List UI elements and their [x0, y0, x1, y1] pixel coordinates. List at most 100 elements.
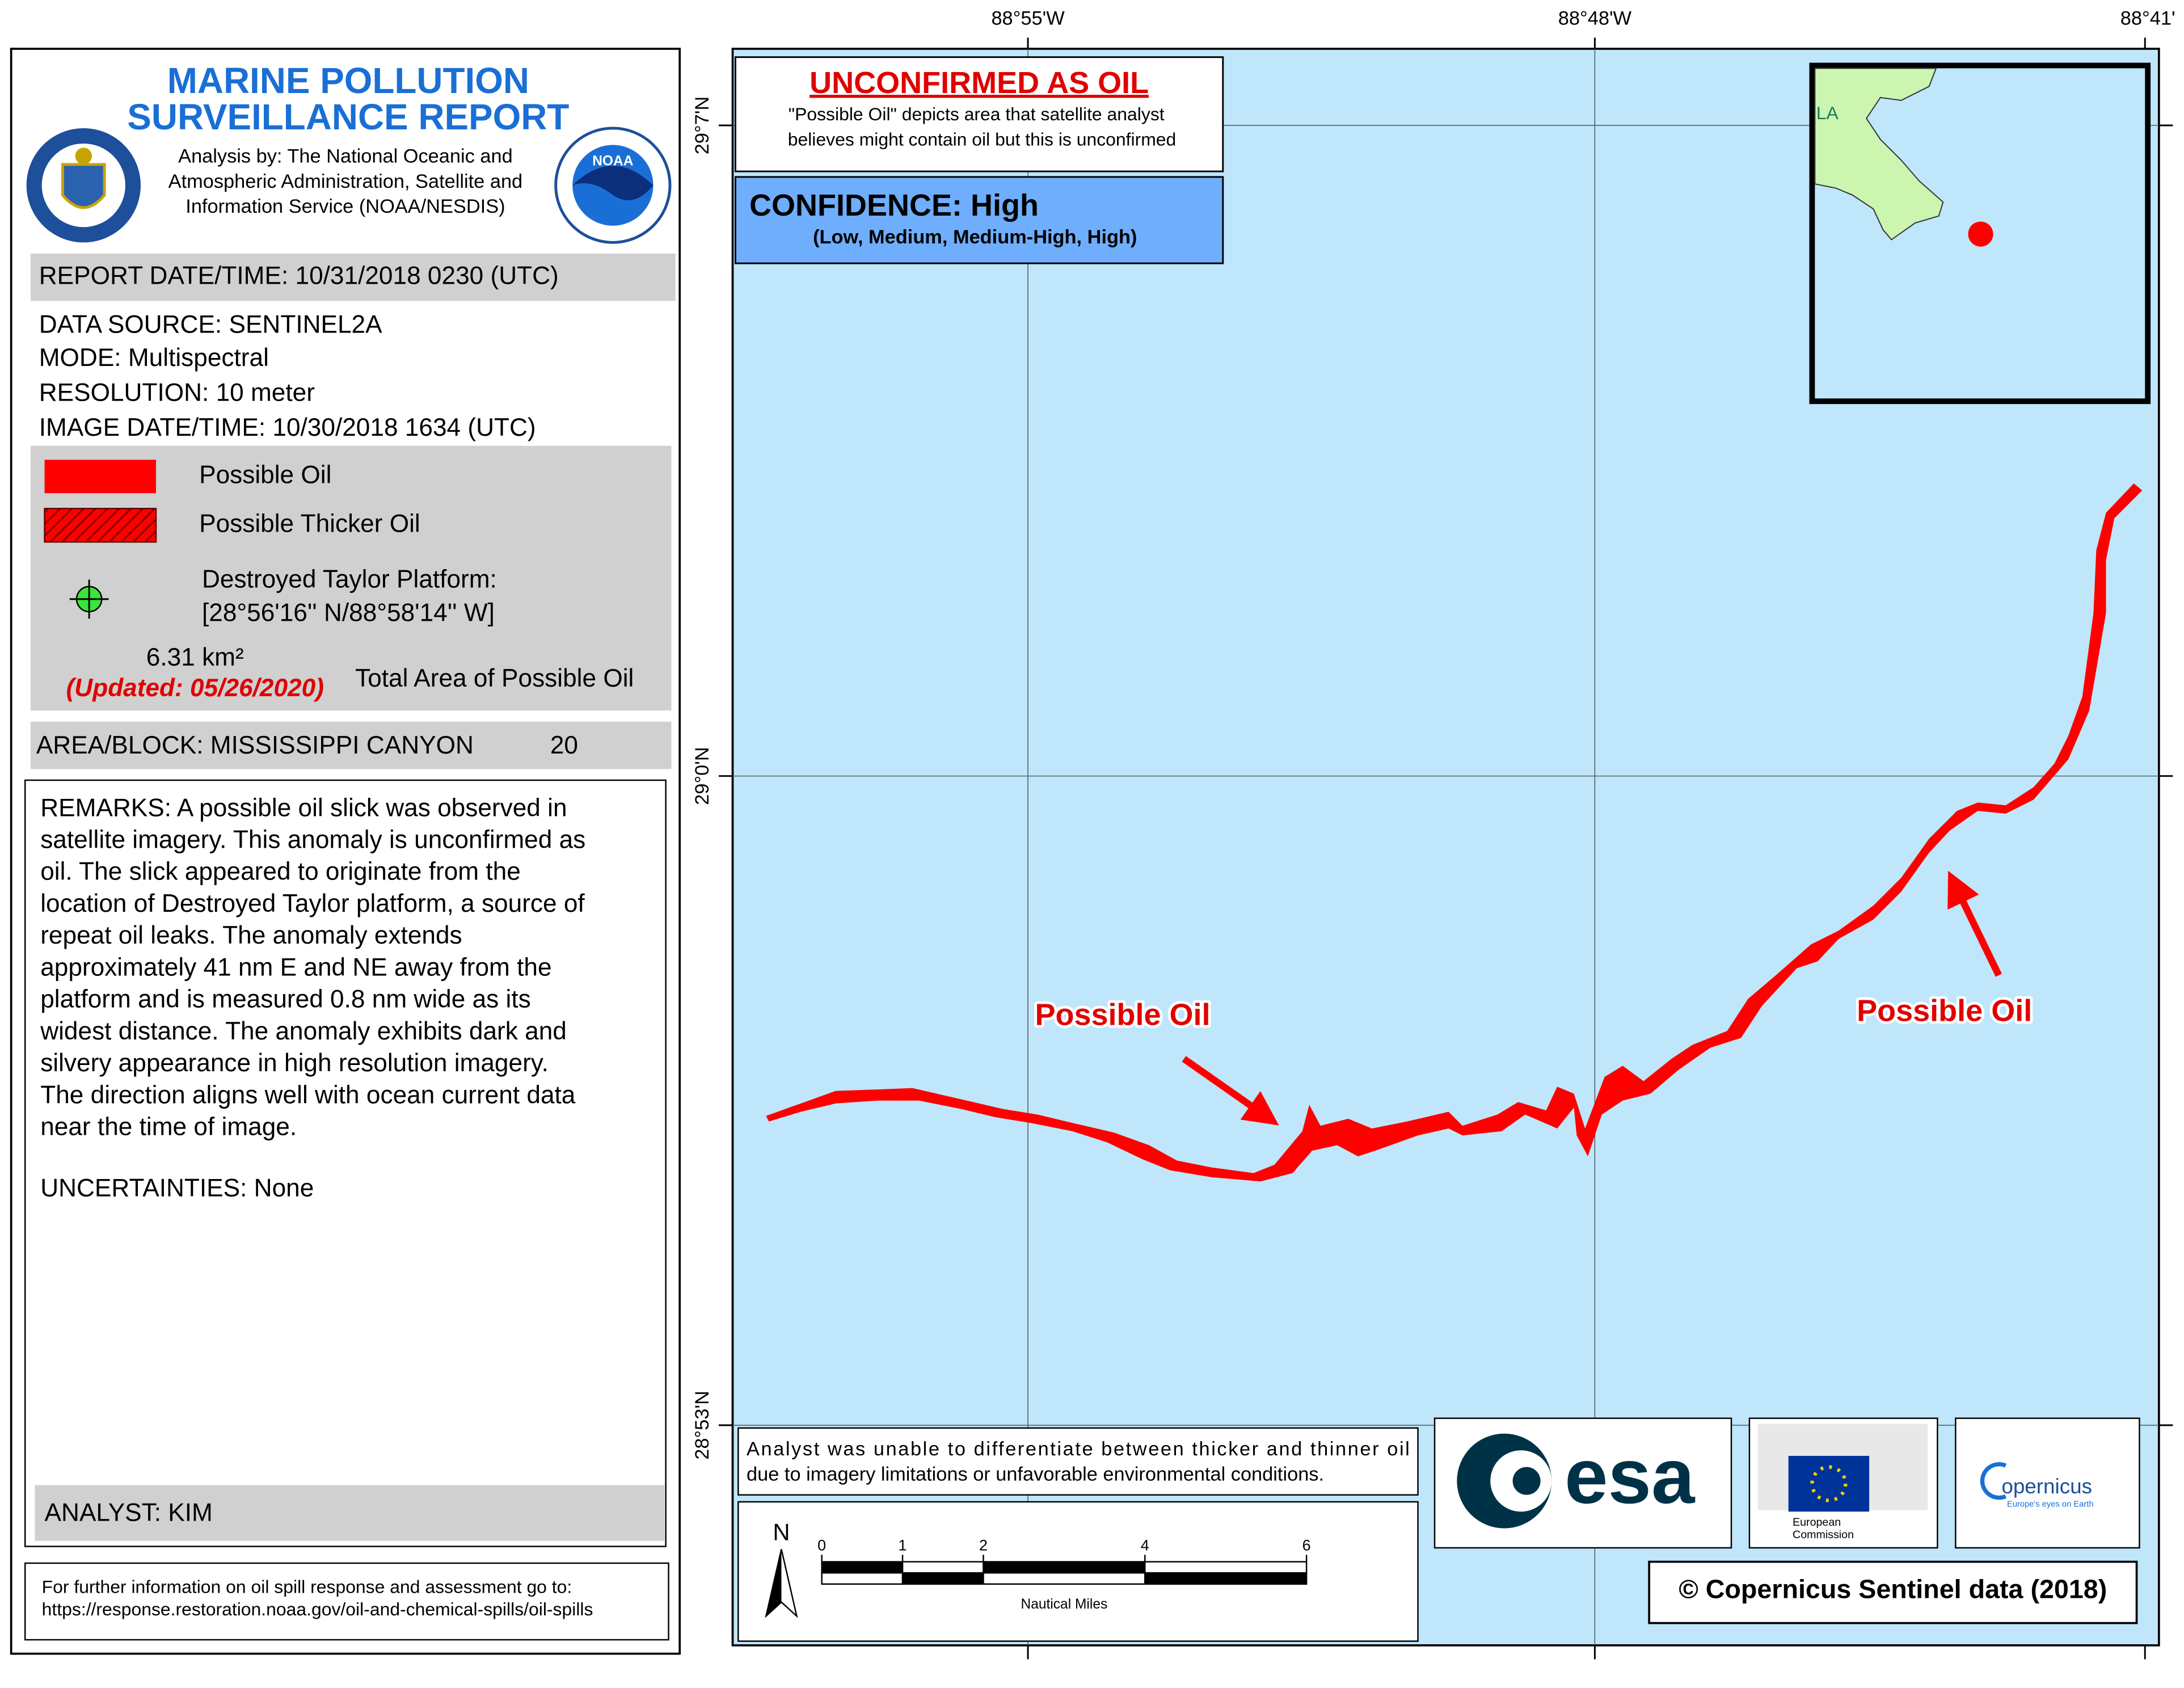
eu-stars [1810, 1465, 1848, 1502]
uncertainties: UNCERTAINTIES: None [40, 1175, 314, 1202]
remarks: REMARKS: A possible oil slick was observ… [40, 794, 585, 1140]
unconfirmed-text: believes might contain oil but this is u… [788, 129, 1177, 149]
remarks-line: approximately 41 nm E and NE away from t… [40, 953, 551, 981]
legend-swatch-oil [44, 460, 156, 494]
lat-label: 28°53'N [692, 1391, 713, 1460]
annotation: Possible Oil [1035, 998, 1210, 1032]
disclaimer-text: due to imagery limitations or unfavorabl… [747, 1463, 1324, 1485]
analysis-text: Analysis by: The National Oceanic and [178, 146, 513, 167]
area-value: 6.31 km² [146, 643, 244, 671]
copernicus-tagline: Europe's eyes on Earth [2007, 1500, 2094, 1509]
copernicus-mark [1980, 1462, 2007, 1500]
inset-location [1968, 221, 1993, 247]
detail-line: DATA SOURCE: SENTINEL2A [39, 310, 382, 338]
legend-label: Possible Thicker Oil [199, 510, 420, 537]
legend-label: Possible Oil [199, 461, 331, 489]
scale-segment [983, 1572, 1146, 1585]
noaa-logo-text: NOAA [592, 153, 634, 169]
block-number: 20 [550, 731, 578, 759]
platform-symbol [69, 579, 109, 619]
scale-tick-label: 1 [899, 1537, 907, 1554]
detail-line: IMAGE DATE/TIME: 10/30/2018 1634 (UTC) [39, 414, 536, 441]
unconfirmed-text: "Possible Oil" depicts area that satelli… [789, 104, 1165, 124]
frame-ticks [718, 37, 2173, 1660]
annotation-arrow [1947, 870, 2002, 977]
remarks-line: REMARKS: A possible oil slick was observ… [40, 794, 567, 822]
remarks-line: silvery appearance in high resolution im… [40, 1049, 549, 1077]
remarks-line: widest distance. The anomaly exhibits da… [40, 1017, 567, 1045]
analyst-bar [35, 1485, 665, 1541]
detail-line: MODE: Multispectral [39, 344, 269, 372]
north-label: N [773, 1518, 790, 1545]
scale-segment [983, 1561, 1146, 1574]
ec-logo-text: Commission [1793, 1529, 1854, 1541]
area-block: AREA/BLOCK: MISSISSIPPI CANYON [36, 731, 474, 759]
unconfirmed-box [734, 56, 1224, 172]
scale-tick-label: 6 [1302, 1537, 1311, 1554]
copernicus-logo-box [1955, 1417, 2140, 1549]
area-block-bar [31, 721, 672, 769]
north-arrow-half [766, 1549, 782, 1617]
lat-label: 29°7'N [692, 96, 713, 154]
esa-mark [1457, 1433, 1552, 1529]
confidence: CONFIDENCE: High [749, 188, 1039, 222]
copyright: © Copernicus Sentinel data (2018) [1679, 1574, 2107, 1603]
lon-label: 88°41' [2120, 7, 2175, 29]
lon-label: 88°55'W [991, 7, 1065, 29]
remarks-line: location of Destroyed Taylor platform, a… [40, 890, 585, 917]
report-datetime: REPORT DATE/TIME: 10/31/2018 0230 (UTC) [39, 262, 559, 289]
eu-flag [1788, 1455, 1870, 1512]
lon-label: 88°48'W [1558, 7, 1632, 29]
remarks-line: oil. The slick appeared to originate fro… [40, 858, 521, 886]
remarks-line: platform and is measured 0.8 nm wide as … [40, 986, 531, 1013]
report-date-bar [31, 253, 676, 301]
scale-unit: Nautical Miles [1021, 1597, 1107, 1612]
analyst: ANALYST: KIM [45, 1499, 213, 1527]
unconfirmed-title: UNCONFIRMED AS OIL [809, 66, 1149, 100]
confidence-scale: (Low, Medium, Medium-High, High) [813, 226, 1137, 248]
copyright-box [1648, 1560, 2138, 1624]
info-text: For further information on oil spill res… [42, 1577, 572, 1597]
inset-land [1814, 68, 1944, 241]
remarks-line: satellite imagery. This anomaly is uncon… [40, 826, 585, 854]
confidence-box [734, 176, 1224, 264]
remarks-line: repeat oil leaks. The anomaly extends [40, 921, 462, 949]
remarks-box [24, 779, 667, 1547]
disclaimer-text: Analyst was unable to differentiate betw… [747, 1438, 1410, 1460]
disclaimer-box [737, 1427, 1419, 1496]
legend-label: [28°56'16'' N/88°58'14'' W] [202, 599, 495, 627]
legend-label: Destroyed Taylor Platform: [202, 566, 497, 593]
inset-label: LA [1816, 103, 1839, 123]
updated-note: (Updated: 05/26/2020) [66, 674, 324, 702]
scale-tick-label: 0 [817, 1537, 826, 1554]
scale-segment [1144, 1561, 1308, 1574]
scale-segment [901, 1572, 984, 1585]
area-label: Total Area of Possible Oil [355, 664, 634, 692]
scale-segment [821, 1561, 904, 1574]
remarks-line: The direction aligns well with ocean cur… [40, 1081, 576, 1109]
info-link: https://response.restoration.noaa.gov/oi… [42, 1599, 593, 1619]
noaa-logo: NOAA [554, 127, 672, 244]
report-title: MARINE POLLUTION [167, 60, 529, 101]
legend-swatch-thick [44, 508, 157, 543]
lat-label: 29°0'N [692, 747, 713, 805]
analysis-text: Information Service (NOAA/NESDIS) [185, 196, 505, 217]
scale-tick-label: 2 [979, 1537, 988, 1554]
esa-logo-text: esa [1565, 1433, 1696, 1520]
copernicus-logo-text: opernicus [2001, 1475, 2092, 1498]
analysis-text: Atmospheric Administration, Satellite an… [168, 171, 523, 192]
annotation: Possible Oil [1857, 994, 2032, 1028]
scale-segment [901, 1561, 984, 1574]
report-title: SURVEILLANCE REPORT [127, 96, 569, 137]
ec-logo-text: European [1793, 1516, 1841, 1529]
scale-segment [1144, 1572, 1308, 1585]
scale-bar: 0 1 2 4 6 [817, 1537, 1311, 1585]
scale-segment [821, 1572, 904, 1585]
annotation-arrow [1182, 1056, 1279, 1126]
remarks-line: near the time of image. [40, 1113, 297, 1141]
scale-tick-label: 4 [1141, 1537, 1149, 1554]
detail-line: RESOLUTION: 10 meter [39, 379, 315, 407]
doc-logo [26, 128, 141, 243]
